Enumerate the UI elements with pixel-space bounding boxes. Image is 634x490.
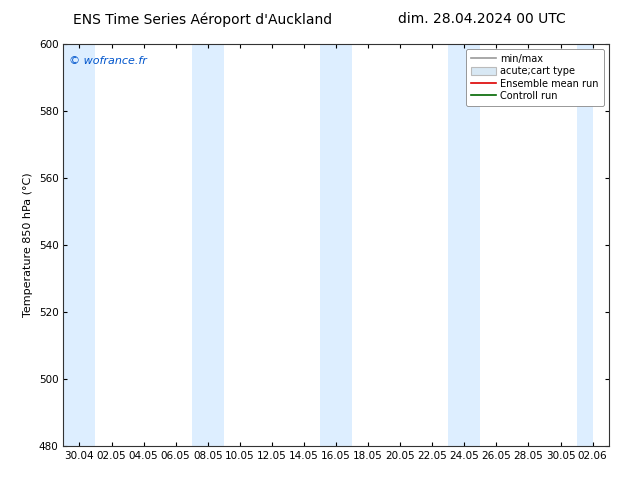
Text: © wofrance.fr: © wofrance.fr [69,56,146,66]
Legend: min/max, acute;cart type, Ensemble mean run, Controll run: min/max, acute;cart type, Ensemble mean … [467,49,604,106]
Y-axis label: Temperature 850 hPa (°C): Temperature 850 hPa (°C) [23,172,33,318]
Bar [63,44,96,446]
Bar [320,44,352,446]
Text: ENS Time Series Aéroport d'Auckland: ENS Time Series Aéroport d'Auckland [74,12,332,27]
Text: dim. 28.04.2024 00 UTC: dim. 28.04.2024 00 UTC [398,12,566,26]
Bar [576,44,593,446]
Bar [191,44,224,446]
Bar [448,44,481,446]
